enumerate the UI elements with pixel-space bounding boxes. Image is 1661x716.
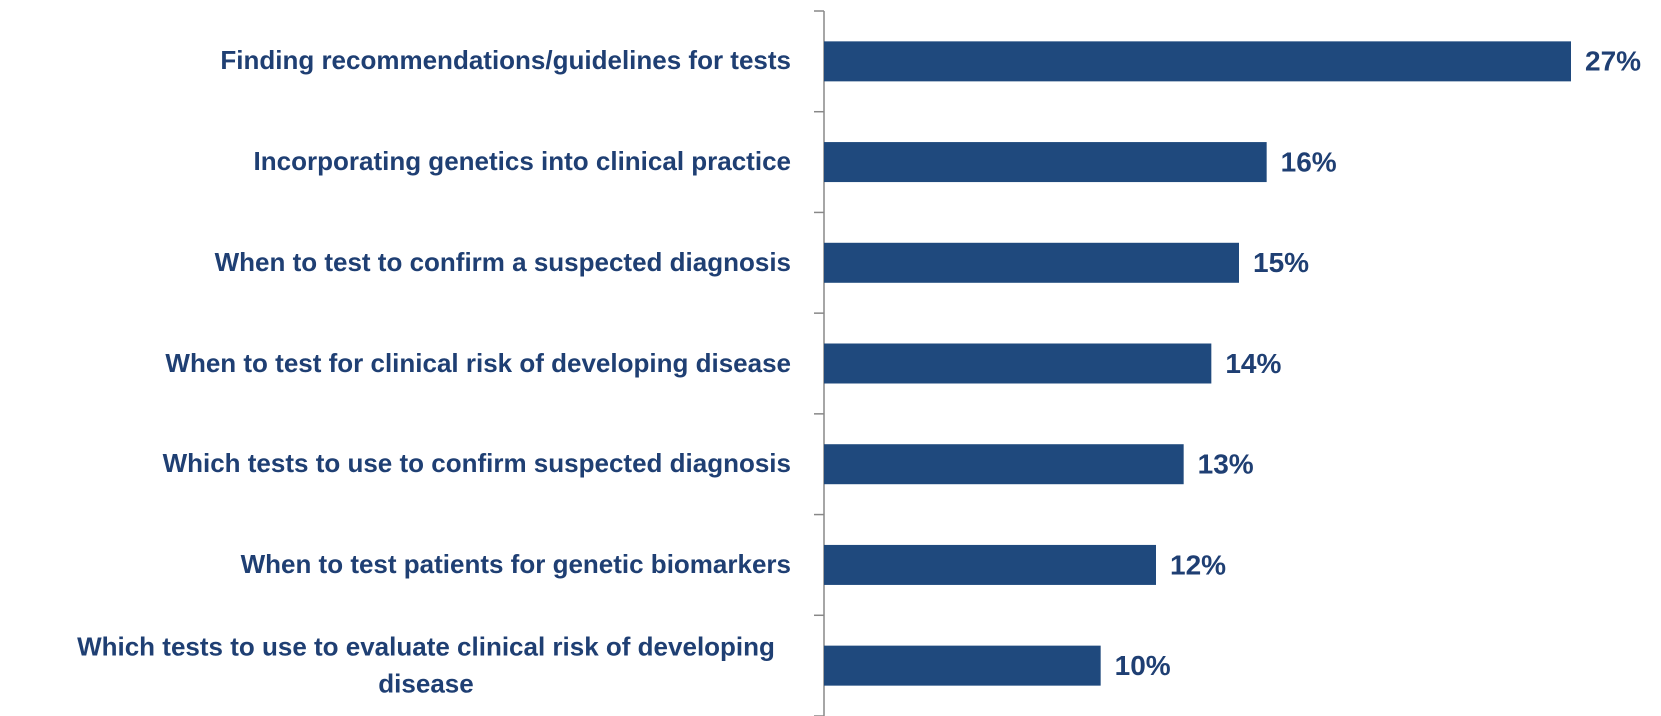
bar (824, 444, 1184, 485)
category-label: Incorporating genetics into clinical pra… (253, 146, 791, 177)
value-label: 10% (1115, 650, 1171, 681)
value-label: 15% (1253, 247, 1309, 278)
category-label: Which tests to use to evaluate clinical … (77, 630, 775, 699)
bar (824, 242, 1239, 283)
value-label: 16% (1281, 146, 1337, 177)
bar (824, 41, 1571, 82)
value-label: 27% (1585, 46, 1641, 77)
category-label: Which tests to use to confirm suspected … (162, 448, 791, 479)
value-label: 14% (1225, 348, 1281, 379)
bar (824, 142, 1267, 183)
bar (824, 343, 1212, 384)
category-label: When to test for clinical risk of develo… (165, 347, 791, 378)
value-label: 13% (1198, 449, 1254, 480)
bar (824, 645, 1101, 686)
category-label: Finding recommendations/guidelines for t… (220, 45, 791, 76)
category-label: When to test patients for genetic biomar… (240, 549, 791, 580)
bar (824, 544, 1156, 585)
category-label: When to test to confirm a suspected diag… (214, 246, 791, 277)
value-label: 12% (1170, 549, 1226, 580)
